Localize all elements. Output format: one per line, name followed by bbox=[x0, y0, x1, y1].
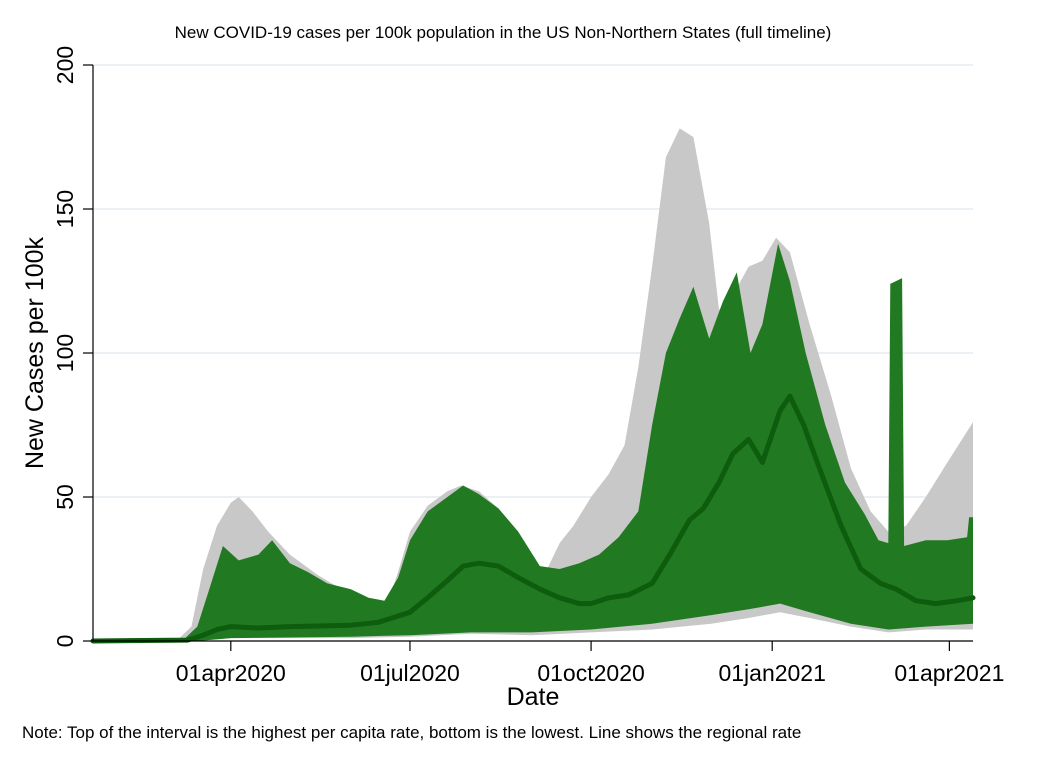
chart-note: Note: Top of the interval is the highest… bbox=[22, 723, 801, 742]
y-tick-label: 200 bbox=[52, 46, 78, 84]
y-tick-label: 150 bbox=[52, 190, 78, 228]
y-tick-label: 0 bbox=[52, 635, 78, 648]
chart-title: New COVID-19 cases per 100k population i… bbox=[175, 23, 832, 42]
y-tick-label: 50 bbox=[52, 484, 78, 510]
regional-rate-line bbox=[90, 393, 976, 644]
y-ticks: 0 50 100 150 200 bbox=[52, 46, 93, 648]
regional-range-band bbox=[93, 243, 973, 641]
x-tick-label: 01jan2021 bbox=[718, 660, 825, 686]
x-tick-label: 01jul2020 bbox=[360, 660, 460, 686]
x-tick-label: 01apr2020 bbox=[176, 660, 286, 686]
y-tick-label: 100 bbox=[52, 334, 78, 372]
plot-area bbox=[90, 128, 976, 644]
x-tick-label: 01oct2020 bbox=[537, 660, 644, 686]
y-axis-label: New Cases per 100k bbox=[21, 236, 49, 469]
x-tick-label: 01apr2021 bbox=[894, 660, 1004, 686]
x-ticks: 01apr2020 01jul2020 01oct2020 01jan2021 01ap… bbox=[176, 641, 1004, 686]
x-axis-label: Date bbox=[507, 683, 560, 711]
